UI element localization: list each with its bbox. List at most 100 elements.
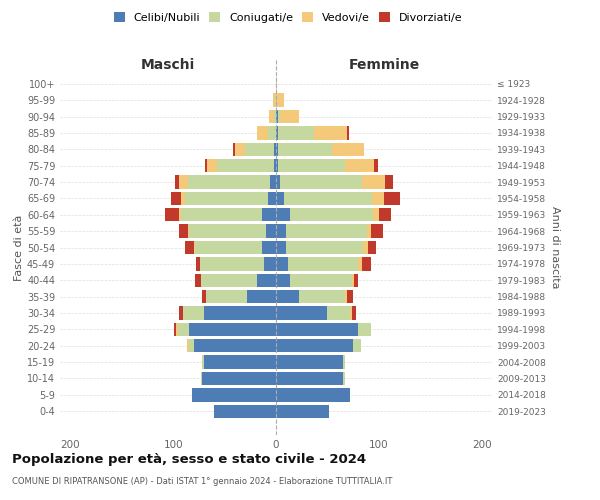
Bar	[188, 176, 270, 188]
Bar	[276, 110, 278, 123]
Bar	[179, 224, 188, 238]
Bar	[362, 176, 385, 188]
Bar	[245, 142, 274, 156]
Bar	[278, 110, 280, 123]
Bar	[188, 339, 194, 352]
Bar	[257, 274, 276, 287]
Bar	[276, 77, 277, 90]
Y-axis label: Anni di nascita: Anni di nascita	[550, 206, 560, 289]
Bar	[289, 257, 358, 270]
Bar	[201, 372, 202, 385]
Bar	[176, 322, 178, 336]
Bar	[343, 356, 345, 369]
Bar	[201, 274, 257, 287]
Bar	[384, 192, 400, 205]
Y-axis label: Fasce di età: Fasce di età	[14, 214, 24, 280]
Bar	[262, 241, 276, 254]
Bar	[276, 94, 284, 107]
Bar	[181, 208, 262, 222]
Bar	[347, 290, 353, 304]
Bar	[280, 176, 362, 188]
Bar	[354, 274, 358, 287]
Bar	[276, 192, 284, 205]
Bar	[204, 306, 276, 320]
Bar	[273, 94, 275, 107]
Bar	[328, 306, 350, 320]
Bar	[368, 241, 376, 254]
Bar	[362, 257, 371, 270]
Bar	[185, 192, 268, 205]
Bar	[206, 290, 247, 304]
Bar	[202, 372, 276, 385]
Bar	[175, 176, 179, 188]
Bar	[263, 257, 276, 270]
Bar	[385, 176, 393, 188]
Bar	[276, 176, 280, 188]
Bar	[276, 274, 290, 287]
Bar	[373, 208, 379, 222]
Bar	[217, 159, 274, 172]
Bar	[181, 192, 185, 205]
Bar	[235, 142, 245, 156]
Bar	[174, 322, 176, 336]
Bar	[200, 257, 263, 270]
Bar	[233, 142, 235, 156]
Bar	[204, 356, 276, 369]
Bar	[290, 274, 352, 287]
Bar	[290, 208, 373, 222]
Bar	[207, 159, 217, 172]
Bar	[353, 339, 361, 352]
Bar	[358, 257, 362, 270]
Bar	[379, 208, 391, 222]
Bar	[286, 224, 367, 238]
Bar	[332, 142, 364, 156]
Bar	[276, 306, 328, 320]
Bar	[178, 322, 188, 336]
Bar	[276, 322, 358, 336]
Bar	[274, 159, 276, 172]
Bar	[274, 110, 276, 123]
Bar	[274, 142, 276, 156]
Bar	[257, 126, 268, 140]
Bar	[364, 241, 368, 254]
Bar	[202, 290, 206, 304]
Bar	[347, 126, 349, 140]
Bar	[195, 274, 201, 287]
Bar	[275, 94, 276, 107]
Bar	[276, 388, 350, 402]
Bar	[280, 110, 299, 123]
Bar	[187, 339, 188, 352]
Bar	[185, 241, 194, 254]
Text: COMUNE DI RIPATRANSONE (AP) - Dati ISTAT 1° gennaio 2024 - Elaborazione TUTTITAL: COMUNE DI RIPATRANSONE (AP) - Dati ISTAT…	[12, 478, 392, 486]
Bar	[278, 126, 314, 140]
Bar	[194, 339, 276, 352]
Bar	[191, 388, 276, 402]
Bar	[278, 142, 332, 156]
Bar	[202, 356, 204, 369]
Bar	[276, 339, 353, 352]
Bar	[367, 224, 371, 238]
Bar	[276, 356, 343, 369]
Bar	[314, 126, 347, 140]
Bar	[276, 404, 329, 418]
Bar	[195, 241, 262, 254]
Bar	[266, 224, 276, 238]
Bar	[205, 159, 207, 172]
Text: Popolazione per età, sesso e stato civile - 2024: Popolazione per età, sesso e stato civil…	[12, 452, 366, 466]
Bar	[268, 192, 276, 205]
Bar	[194, 241, 195, 254]
Bar	[179, 306, 184, 320]
Bar	[345, 290, 347, 304]
Bar	[269, 110, 274, 123]
Bar	[276, 126, 278, 140]
Bar	[371, 192, 384, 205]
Bar	[276, 224, 286, 238]
Bar	[350, 306, 352, 320]
Bar	[276, 159, 278, 172]
Bar	[268, 126, 276, 140]
Bar	[184, 306, 204, 320]
Bar	[276, 257, 289, 270]
Bar	[276, 290, 299, 304]
Bar	[352, 306, 356, 320]
Bar	[371, 224, 383, 238]
